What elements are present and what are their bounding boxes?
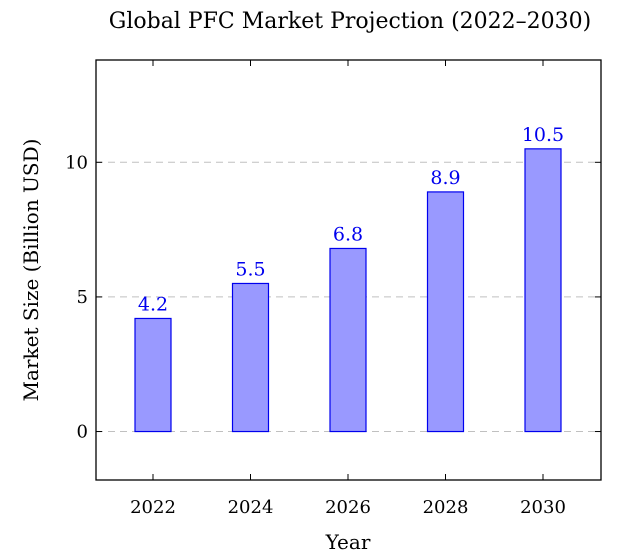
data-label-2024: 5.5 [235,258,265,280]
axis-ticks: 0 5 10 2022 2024 2026 2028 2030 [65,60,601,518]
bar-2022 [134,317,172,433]
bar-2030 [524,148,562,433]
y-tick-label: 5 [77,287,88,308]
data-label-2030: 10.5 [522,124,564,146]
data-label-2022: 4.2 [138,293,168,315]
data-label-2028: 8.9 [430,167,460,189]
x-tick-label: 2024 [228,497,274,518]
x-tick-label: 2026 [325,497,371,518]
data-labels: 4.2 5.5 6.8 8.9 10.5 [138,124,564,316]
y-axis-label: Market Size (Billion USD) [19,139,43,402]
y-tick-label: 0 [77,422,88,443]
bar-2028 [426,191,465,433]
y-tick-label: 10 [65,152,88,173]
chart-title: Global PFC Market Projection (2022–2030) [109,9,591,34]
bars [134,148,562,433]
bar-2026 [329,247,367,433]
x-tick-label: 2022 [130,497,176,518]
bar-2024 [231,282,270,433]
data-label-2026: 6.8 [333,223,363,245]
x-tick-label: 2030 [520,497,566,518]
x-axis-label: Year [325,530,371,554]
x-tick-label: 2028 [423,497,469,518]
